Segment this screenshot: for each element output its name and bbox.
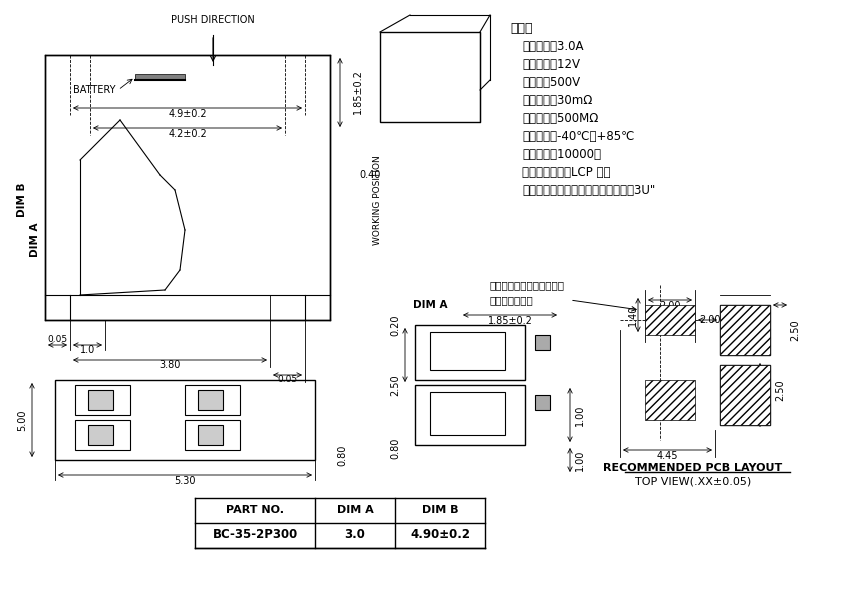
Bar [55,380,315,460]
Text: 性能：: 性能： [510,21,533,34]
Text: PART NO.: PART NO. [226,505,284,515]
Text: PUSH DIRECTION: PUSH DIRECTION [171,15,255,25]
Text: 额定电压：12V: 额定电压：12V [522,58,580,71]
Bar [185,385,240,415]
Text: 0.40: 0.40 [359,170,381,180]
Text: 请勿连接电路。: 请勿连接电路。 [490,295,533,305]
Bar [185,420,240,450]
Bar [535,395,550,410]
Text: DIM B: DIM B [17,183,27,217]
Text: 2.50: 2.50 [390,374,400,396]
Bar [430,392,505,435]
Text: 4.2±0.2: 4.2±0.2 [168,129,207,139]
Bar [135,74,185,80]
Text: BATTERY: BATTERY [72,85,115,95]
Bar [720,365,770,425]
Bar [415,385,525,445]
Text: 4.45: 4.45 [657,451,679,461]
Text: 接触点（材质）：铜合金，触点镀金3U": 接触点（材质）：铜合金，触点镀金3U" [522,184,655,197]
Text: 0.05: 0.05 [47,336,68,345]
Text: DIM A: DIM A [30,223,40,257]
Bar [380,32,480,122]
Text: 塑件（材质）：LCP 黑色: 塑件（材质）：LCP 黑色 [522,166,611,179]
Text: DIM A: DIM A [337,505,374,515]
Text: 4.9±0.2: 4.9±0.2 [168,109,207,119]
Text: 4.90±0.2: 4.90±0.2 [410,529,470,542]
Bar [535,335,550,350]
Text: DIM B: DIM B [422,505,458,515]
Text: 0.80: 0.80 [390,437,400,459]
Text: 2.50: 2.50 [775,379,785,401]
Bar [415,325,525,380]
Text: 5.30: 5.30 [174,476,196,486]
Bar [720,305,770,355]
Text: 使用寿命：10000次: 使用寿命：10000次 [522,147,601,160]
Bar [720,365,770,425]
Bar [720,305,770,355]
Text: 0.05: 0.05 [277,375,297,384]
Text: 3.80: 3.80 [159,360,180,370]
Text: 0.20: 0.20 [390,314,400,336]
Bar [75,385,130,415]
Text: 3.0: 3.0 [344,529,365,542]
Text: 绝缘电阻：500MΩ: 绝缘电阻：500MΩ [522,112,599,125]
Bar [88,390,113,410]
Text: 接触电阻：30mΩ: 接触电阻：30mΩ [522,93,593,106]
Text: 此固定片仅用于固定产品，: 此固定片仅用于固定产品， [490,280,565,290]
Text: 1.0: 1.0 [80,345,95,355]
Text: RECOMMENDED PCB LAYOUT: RECOMMENDED PCB LAYOUT [603,463,783,473]
Bar [645,380,695,420]
Text: 0.80: 0.80 [337,444,347,466]
Text: 额定电流：3.0A: 额定电流：3.0A [522,39,583,52]
Bar [198,425,223,445]
Bar [88,425,113,445]
Text: 1.85±0.2: 1.85±0.2 [353,69,363,115]
Text: 耐电压：500V: 耐电压：500V [522,75,580,89]
Bar [45,55,330,320]
Text: 工作温度：-40℃～+85℃: 工作温度：-40℃～+85℃ [522,129,635,143]
Text: 2.00: 2.00 [659,301,680,311]
Text: 5.00: 5.00 [17,409,27,431]
Text: WORKING POSITION: WORKING POSITION [374,155,382,245]
Text: 2.00: 2.00 [699,315,721,325]
Text: 1.85±0.2: 1.85±0.2 [488,316,533,326]
Bar [198,390,223,410]
Text: BC-35-2P300: BC-35-2P300 [212,529,297,542]
Text: DIM A: DIM A [413,300,448,310]
Text: 1.40: 1.40 [628,304,638,326]
Text: 1.00: 1.00 [575,449,585,470]
Text: 1.00: 1.00 [575,405,585,426]
Bar [430,332,505,370]
Bar [75,420,130,450]
Bar [645,305,695,335]
Text: 2.50: 2.50 [790,319,800,341]
Text: TOP VIEW(.XX±0.05): TOP VIEW(.XX±0.05) [635,477,751,487]
